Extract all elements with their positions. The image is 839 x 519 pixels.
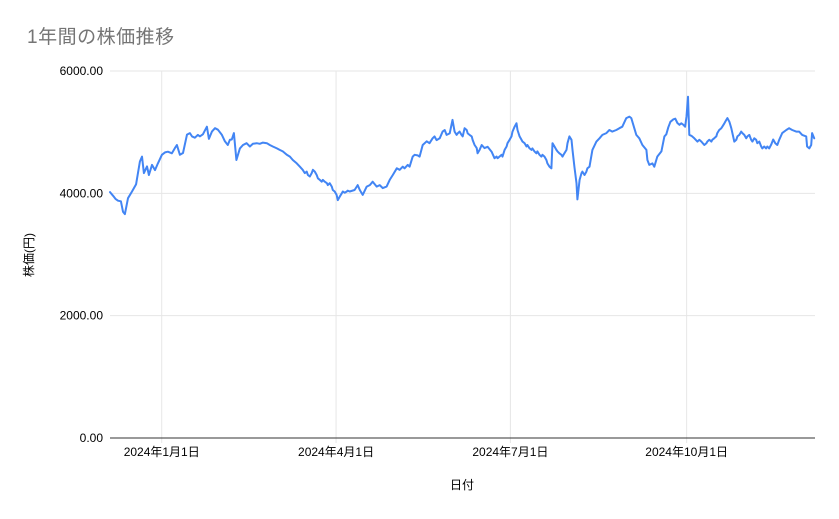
x-tick-label: 2024年10月1日 xyxy=(645,445,728,459)
y-axis-title: 株価(円) xyxy=(21,233,36,277)
y-tick-label: 2000.00 xyxy=(60,309,104,323)
y-tick-label: 4000.00 xyxy=(60,186,104,200)
x-tick-label: 2024年7月1日 xyxy=(472,445,548,459)
x-tick-label: 2024年4月1日 xyxy=(298,445,374,459)
chart-title: 1年間の株価推移 xyxy=(27,27,175,48)
x-tick-label: 2024年1月1日 xyxy=(124,445,200,459)
y-tick-label: 6000.00 xyxy=(60,64,104,78)
stock-price-line xyxy=(109,95,816,216)
x-axis-title: 日付 xyxy=(450,478,474,492)
chart-plot-area: 2024年1月1日 2024年4月1日 2024年7月1日 2024年10月1日 0.0… xyxy=(60,64,816,459)
y-tick-label: 0.00 xyxy=(80,431,104,445)
